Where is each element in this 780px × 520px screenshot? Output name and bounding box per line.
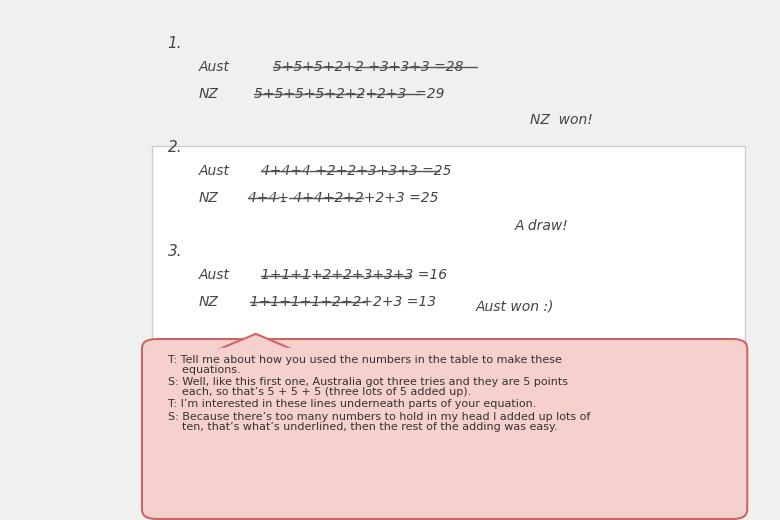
Text: 5+5+5+2+2 +3+3+3 =28: 5+5+5+2+2 +3+3+3 =28 xyxy=(273,60,463,74)
Text: 3.: 3. xyxy=(168,244,183,259)
Text: A draw!: A draw! xyxy=(515,219,569,233)
Text: Aust: Aust xyxy=(199,268,230,282)
Text: 5+5+5+5+2+2+2+3  =29: 5+5+5+5+2+2+2+3 =29 xyxy=(254,87,444,101)
Text: NZ: NZ xyxy=(199,87,218,101)
Text: 1+1+1+1+2+2+2+3 =13: 1+1+1+1+2+2+2+3 =13 xyxy=(250,295,436,309)
Text: equations.: equations. xyxy=(168,365,240,374)
FancyBboxPatch shape xyxy=(152,146,745,491)
Text: S: Well, like this first one, Australia got three tries and they are 5 points: S: Well, like this first one, Australia … xyxy=(168,377,568,387)
Text: Aust: Aust xyxy=(199,60,230,74)
Text: 1.: 1. xyxy=(168,36,183,51)
FancyBboxPatch shape xyxy=(142,339,747,519)
Text: NZ: NZ xyxy=(199,191,218,205)
Text: Aust: Aust xyxy=(199,164,230,178)
Text: T: Tell me about how you used the numbers in the table to make these: T: Tell me about how you used the number… xyxy=(168,355,562,365)
Text: each, so that’s 5 + 5 + 5 (three lots of 5 added up).: each, so that’s 5 + 5 + 5 (three lots of… xyxy=(168,387,471,397)
Text: 1+1+1+2+2+3+3+3 =16: 1+1+1+2+2+3+3+3 =16 xyxy=(261,268,448,282)
Text: ten, that’s what’s underlined, then the rest of the adding was easy.: ten, that’s what’s underlined, then the … xyxy=(168,422,558,432)
Text: 4+4+ 4+4+2+2+2+3 =25: 4+4+ 4+4+2+2+2+3 =25 xyxy=(248,191,438,205)
Text: Aust won :): Aust won :) xyxy=(476,299,554,313)
Text: S: Because there’s too many numbers to hold in my head I added up lots of: S: Because there’s too many numbers to h… xyxy=(168,412,590,422)
Text: 4+4+4 +2+2+3+3+3 =25: 4+4+4 +2+2+3+3+3 =25 xyxy=(261,164,452,178)
Polygon shape xyxy=(218,334,292,349)
Text: T: I’m interested in these lines underneath parts of your equation.: T: I’m interested in these lines underne… xyxy=(168,399,536,409)
Text: NZ  won!: NZ won! xyxy=(530,113,594,127)
Text: NZ: NZ xyxy=(199,295,218,309)
Text: 2.: 2. xyxy=(168,140,183,155)
